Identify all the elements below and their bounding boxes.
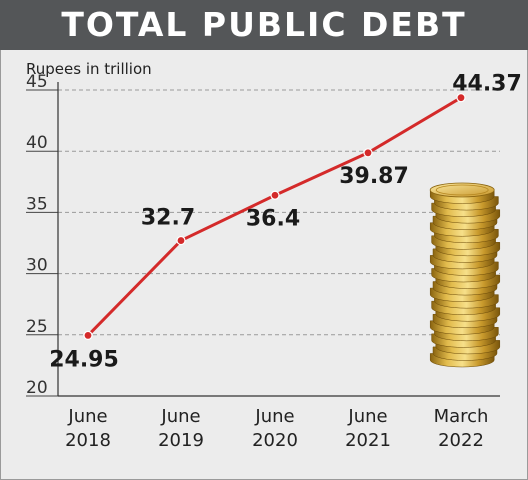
data-point — [456, 93, 466, 103]
axes: 20 25 30 35 40 45 — [26, 72, 500, 398]
data-point — [176, 235, 186, 246]
x-tick-label: June — [67, 406, 107, 427]
chart-title: TOTAL PUBLIC DEBT — [61, 5, 467, 44]
data-point — [270, 190, 280, 200]
x-tick-label: 2019 — [158, 430, 204, 451]
x-tick-label: March — [434, 406, 489, 427]
series: 24.95 32.7 36.4 39.87 44.37 — [49, 72, 522, 373]
y-tick-label: 35 — [26, 194, 48, 214]
data-label: 36.4 — [246, 206, 300, 231]
x-tick-label: 2018 — [65, 430, 111, 451]
y-tick-label: 45 — [26, 72, 48, 92]
y-tick-label: 30 — [26, 256, 48, 276]
x-tick-label: June — [254, 406, 294, 427]
data-point — [83, 330, 93, 341]
x-tick-label: June — [160, 406, 200, 427]
data-label: 39.87 — [339, 164, 409, 189]
x-tick-label: June — [347, 406, 387, 427]
data-point — [363, 148, 373, 158]
data-label: 44.37 — [452, 72, 522, 97]
x-tick-labels: June 2018 June 2019 June 2020 June 2021 March 202… — [65, 406, 488, 451]
x-tick-label: 2021 — [345, 430, 391, 451]
y-tick-label: 40 — [26, 133, 48, 153]
gridlines — [58, 89, 500, 336]
data-label: 24.95 — [49, 347, 119, 372]
y-axis-label: Rupees in trillion — [26, 60, 152, 78]
data-label: 32.7 — [141, 206, 195, 231]
x-tick-label: 2022 — [438, 430, 484, 451]
y-tick-label: 20 — [26, 378, 48, 398]
title-bar: TOTAL PUBLIC DEBT — [0, 0, 528, 50]
gold-coin-stack-icon — [429, 182, 501, 368]
x-tick-label: 2020 — [252, 430, 298, 451]
y-tick-label: 25 — [26, 317, 48, 337]
